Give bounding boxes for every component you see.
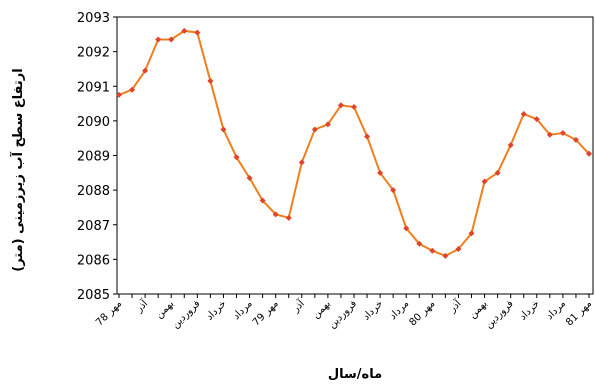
- x-tick-label: آذر: [288, 296, 307, 315]
- marker: [155, 36, 162, 43]
- marker: [233, 154, 240, 161]
- marker: [390, 187, 397, 194]
- marker: [429, 247, 436, 254]
- y-tick-label: 2092: [77, 46, 110, 61]
- x-tick-label: فروردین: [483, 298, 516, 331]
- x-tick-label: خرداد: [204, 298, 228, 322]
- marker: [520, 110, 527, 117]
- x-axis-title: ماه/سال: [328, 367, 382, 382]
- marker: [337, 102, 344, 109]
- plot-area: [116, 16, 594, 295]
- y-axis-title: ارتفاع سطح آب زیرزمینی (متر): [9, 68, 26, 271]
- y-tick-label: 2093: [77, 11, 110, 26]
- marker: [142, 67, 149, 74]
- marker: [442, 252, 449, 259]
- marker: [546, 131, 553, 138]
- marker: [259, 197, 266, 204]
- marker: [468, 230, 475, 237]
- x-tick-label: آذر: [132, 296, 151, 315]
- marker: [403, 225, 410, 232]
- marker: [533, 116, 540, 123]
- x-tick-label: بهمن: [467, 298, 489, 320]
- y-tick-label: 2089: [77, 150, 110, 165]
- y-tick-label: 2091: [77, 80, 110, 95]
- x-tick-label: مرداد: [388, 298, 412, 322]
- marker: [586, 150, 592, 157]
- x-tick-label: مرداد: [231, 298, 255, 322]
- marker: [364, 133, 371, 140]
- marker: [181, 27, 188, 34]
- marker: [481, 178, 488, 185]
- marker: [272, 211, 279, 218]
- x-tick-label: بهمن: [154, 298, 176, 320]
- x-tick-label: مهر 79: [251, 298, 281, 328]
- marker: [494, 169, 501, 176]
- x-tick-label: خرداد: [518, 298, 542, 322]
- x-tick-label: مهر 81: [564, 298, 594, 328]
- marker: [311, 126, 318, 133]
- marker: [129, 86, 136, 93]
- marker: [207, 78, 214, 85]
- x-tick-label: آذر: [445, 296, 464, 315]
- marker: [285, 214, 292, 221]
- marker: [351, 104, 357, 111]
- marker: [246, 175, 253, 182]
- x-tick-label: بهمن: [311, 298, 333, 320]
- marker: [572, 136, 579, 143]
- marker: [455, 245, 462, 252]
- x-tick-label: فروردین: [327, 298, 360, 331]
- marker: [559, 129, 566, 136]
- x-tick-label: فروردین: [170, 298, 203, 331]
- marker: [220, 126, 227, 133]
- y-tick-label: 2087: [77, 219, 110, 234]
- x-tick-label: مرداد: [544, 298, 568, 322]
- x-tick-label: خرداد: [361, 298, 385, 322]
- marker: [507, 142, 514, 149]
- marker: [298, 159, 305, 166]
- x-tick-label: مهر 80: [407, 298, 437, 328]
- line: [118, 29, 590, 258]
- marker: [416, 240, 423, 247]
- marker: [168, 36, 175, 43]
- marker: [194, 29, 201, 36]
- marker: [324, 121, 331, 128]
- y-tick-label: 2085: [77, 288, 110, 303]
- marker: [377, 169, 384, 176]
- y-tick-label: 2086: [77, 253, 110, 268]
- marker: [116, 91, 122, 98]
- y-tick-label: 2090: [77, 115, 110, 130]
- y-tick-label: 2088: [77, 184, 110, 199]
